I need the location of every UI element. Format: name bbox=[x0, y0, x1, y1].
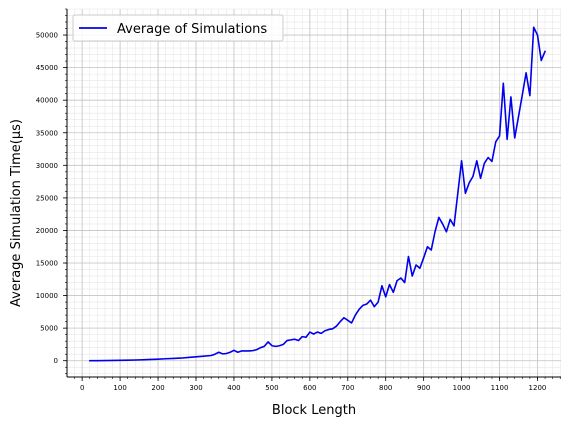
x-tick-label: 200 bbox=[151, 384, 164, 392]
y-tick-label: 50000 bbox=[36, 32, 58, 40]
x-tick-label: 400 bbox=[227, 384, 240, 392]
x-axis-label: Block Length bbox=[272, 403, 356, 418]
legend-label: Average of Simulations bbox=[117, 22, 267, 37]
x-tick-label: 100 bbox=[113, 384, 126, 392]
y-tick-label: 25000 bbox=[36, 194, 58, 202]
y-axis-label: Average Simulation Time(µs) bbox=[9, 119, 24, 307]
y-tick-label: 35000 bbox=[36, 129, 58, 137]
x-ticks: 0 100 200 300 400 500 600 700 800 900 1000 1100 1200 bbox=[75, 377, 561, 392]
x-tick-label: 300 bbox=[189, 384, 202, 392]
x-tick-label: 900 bbox=[417, 384, 430, 392]
y-tick-label: 45000 bbox=[36, 64, 58, 72]
y-tick-label: 15000 bbox=[36, 260, 58, 268]
y-tick-label: 20000 bbox=[36, 227, 58, 235]
minor-grid bbox=[67, 9, 561, 377]
x-tick-label: 0 bbox=[80, 384, 84, 392]
y-ticks: 0 5000 10000 15000 20000 25000 30000 35000 40000… bbox=[36, 9, 67, 374]
x-tick-label: 1000 bbox=[453, 384, 471, 392]
y-tick-label: 0 bbox=[54, 357, 58, 365]
y-tick-label: 40000 bbox=[36, 97, 58, 105]
y-tick-label: 5000 bbox=[40, 325, 58, 333]
x-tick-label: 500 bbox=[265, 384, 278, 392]
legend: Average of Simulations bbox=[73, 15, 283, 41]
x-tick-label: 600 bbox=[303, 384, 316, 392]
x-tick-label: 700 bbox=[341, 384, 354, 392]
y-tick-label: 10000 bbox=[36, 292, 58, 300]
y-tick-label: 30000 bbox=[36, 162, 58, 170]
x-tick-label: 800 bbox=[379, 384, 392, 392]
x-tick-label: 1100 bbox=[491, 384, 509, 392]
x-tick-label: 1200 bbox=[529, 384, 547, 392]
